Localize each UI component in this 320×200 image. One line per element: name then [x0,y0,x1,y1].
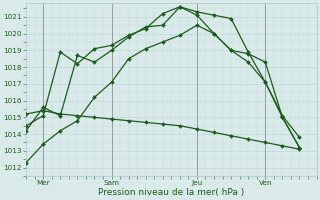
X-axis label: Pression niveau de la mer( hPa ): Pression niveau de la mer( hPa ) [98,188,244,197]
